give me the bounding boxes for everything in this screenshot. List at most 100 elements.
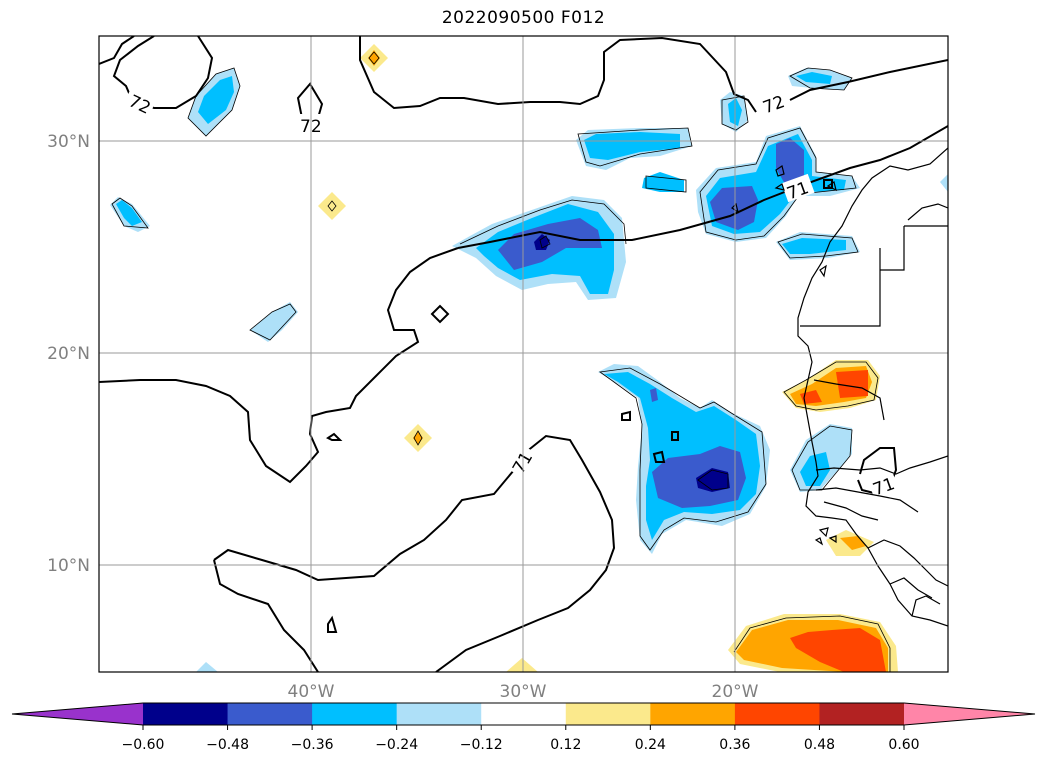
outline (645, 175, 687, 193)
colorbar-tick-label: 0.24 (635, 737, 666, 753)
isoline-small-loop (671, 431, 679, 441)
colorbar-tick-label: 0.60 (888, 737, 919, 753)
colorbar-tick-label: −0.36 (291, 737, 334, 753)
positive-anomaly-region (840, 536, 866, 550)
island (814, 537, 824, 546)
colorbar-swatch (396, 703, 482, 725)
colorbar-swatch (565, 703, 651, 725)
negative-anomaly-region (584, 132, 680, 160)
map-title: 2022090500 F012 (441, 8, 606, 28)
positive-anomaly-region (506, 658, 538, 672)
lon-label-20w: 20°W (712, 682, 759, 702)
colorbar: −0.60 −0.48 −0.36 −0.24 −0.12 0.12 0.24 0.36 0.4… (11, 702, 1036, 753)
negative-anomaly-region (650, 388, 658, 402)
colorbar-tick-label: 0.48 (804, 737, 835, 753)
border-line (889, 577, 933, 599)
lon-label-40w: 40°W (288, 682, 335, 702)
coastlines (731, 147, 948, 627)
outline (413, 430, 423, 446)
outline (539, 235, 551, 249)
border-line (823, 501, 879, 521)
isoline-71-africa (857, 447, 898, 496)
colorbar-swatch (819, 703, 905, 725)
isoline-72-northwest (99, 36, 214, 109)
colorbar-extend-high (904, 703, 1035, 725)
colorbar-tick-label: −0.48 (206, 737, 249, 753)
negative-anomaly-region (250, 302, 298, 342)
isoline-small-loop (621, 410, 631, 421)
isoline-71-southwest (213, 559, 319, 672)
outline (789, 67, 853, 91)
island (819, 264, 827, 278)
outline (699, 127, 857, 241)
isoline-small-loop (652, 450, 666, 463)
lat-label-10n: 10°N (47, 556, 90, 576)
outline (777, 233, 859, 259)
island (775, 165, 785, 177)
outline (368, 51, 380, 65)
colorbar-swatch (734, 703, 820, 725)
positive-anomaly-region (790, 628, 886, 672)
colorbar-tick-label: −0.12 (460, 737, 503, 753)
anomaly-shading (110, 44, 948, 672)
outline (111, 197, 149, 229)
positive-anomaly-region (318, 192, 346, 220)
colorbar-tick-label: 0.36 (719, 737, 750, 753)
colorbar-swatch (143, 703, 229, 725)
isoline-72-north (296, 82, 324, 119)
positive-anomaly-region (413, 431, 423, 445)
colorbar-swatch (650, 703, 736, 725)
colorbar-tick-label: −0.24 (375, 737, 418, 753)
negative-anomaly-region (198, 76, 234, 124)
isoline-small-loop (326, 432, 343, 441)
lon-label-30w: 30°W (500, 682, 547, 702)
outline (697, 469, 729, 491)
negative-anomaly-region (796, 72, 832, 84)
isoline-small-loop (327, 615, 338, 633)
border-line (815, 487, 919, 513)
negative-anomaly-region (696, 468, 730, 492)
colorbar-tick-label: −0.60 (122, 737, 165, 753)
gridlines (99, 36, 948, 672)
outline (577, 127, 693, 167)
positive-anomaly-region (368, 50, 380, 66)
isoline-72-north-main (359, 36, 948, 113)
isoline-71-upper (457, 125, 948, 249)
lat-label-20n: 20°N (47, 344, 90, 364)
border-line (815, 455, 948, 475)
outline (459, 199, 627, 245)
border-line (800, 248, 881, 327)
negative-anomaly-region (642, 172, 684, 192)
colorbar-swatch (481, 703, 567, 725)
coastline-africa (797, 147, 948, 627)
border-line (880, 226, 905, 271)
outline (733, 615, 891, 672)
negative-anomaly-region (940, 174, 948, 192)
negative-anomaly-region (800, 452, 830, 486)
outline (327, 200, 337, 212)
colorbar-swatch (227, 703, 313, 725)
lat-label-30n: 30°N (47, 132, 90, 152)
border-line (813, 379, 885, 421)
positive-anomaly-region (836, 370, 868, 398)
isolines (99, 36, 948, 672)
colorbar-extend-low (12, 703, 143, 725)
isoline-72-central (99, 247, 459, 484)
island (774, 183, 785, 191)
map-frame (98, 35, 949, 673)
colorbar-tick-label: 0.12 (550, 737, 581, 753)
border-line (911, 595, 941, 617)
isoline-small-loop (430, 304, 450, 324)
island (818, 527, 829, 538)
border-line (867, 539, 948, 587)
outline (598, 367, 767, 551)
isoline-71-south (213, 434, 616, 672)
negative-anomaly-region (116, 200, 142, 226)
colorbar-swatch (312, 703, 398, 725)
negative-anomaly-region (196, 662, 218, 672)
coastline-iberia (907, 203, 948, 221)
island (826, 181, 837, 192)
island (828, 535, 837, 544)
outline (249, 303, 297, 341)
